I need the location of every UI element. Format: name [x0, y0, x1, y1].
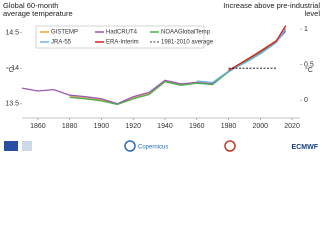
y-tick-label: 13.5: [5, 101, 19, 108]
x-tick-label: 1920: [125, 123, 141, 130]
chart-title-right: Increase above pre-industrial level: [223, 1, 320, 18]
logo: [22, 141, 32, 151]
x-tick-label: 1860: [30, 123, 46, 130]
ecmwf-logo: ECMWF: [292, 144, 319, 151]
y-tick-label: 14: [11, 65, 19, 72]
legend-text: 1981-2010 average: [161, 40, 214, 46]
x-tick-label: 1960: [189, 123, 205, 130]
y2-unit: °C: [305, 66, 313, 74]
series-line: [228, 25, 287, 71]
x-tick-label: 1880: [62, 123, 78, 130]
x-tick-label: 1900: [94, 123, 110, 130]
logo-icon: [224, 140, 236, 152]
copernicus-icon: [124, 140, 136, 152]
legend-text: HadCRUT4: [106, 30, 138, 36]
y2-tick-label: 1: [304, 26, 308, 33]
legend-text: ERA-Interim: [106, 40, 139, 46]
y2-tick-label: 0.5: [304, 62, 314, 69]
legend-box: [35, 25, 205, 49]
x-tick-label: 1940: [157, 123, 173, 130]
chart-title: Global 60-month average temperature: [3, 1, 73, 18]
series-line: [196, 28, 287, 84]
copernicus-logo: Copernicus: [138, 145, 168, 151]
legend-text: NOAAGlobalTemp: [161, 30, 211, 36]
x-tick-label: 1980: [221, 123, 237, 130]
legend-text: GISTEMP: [51, 30, 78, 36]
eu-flag: [4, 141, 18, 151]
y2-tick-label: 0: [304, 97, 308, 104]
chart: Global 60-month average temperature Incre…: [3, 1, 320, 152]
x-tick-label: 2020: [284, 123, 300, 130]
y-unit: °C: [6, 66, 14, 74]
x-tick-label: 2000: [252, 123, 268, 130]
y-tick-label: 14.5: [5, 30, 19, 37]
legend-text: JRA-55: [51, 40, 72, 46]
